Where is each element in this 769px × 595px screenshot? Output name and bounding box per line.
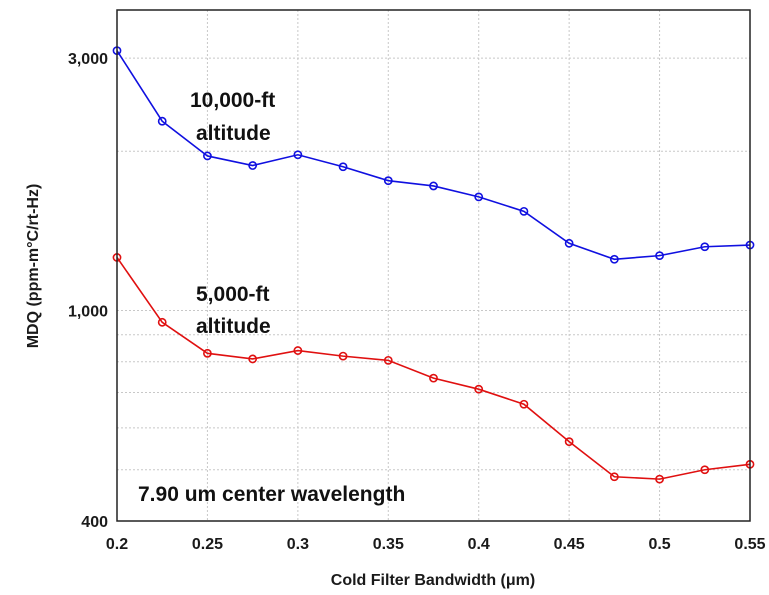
data-point: [429, 181, 438, 191]
x-tick-label: 0.55: [734, 536, 765, 553]
annotation-5000ft-line2: altitude: [196, 315, 271, 338]
data-point: [474, 384, 484, 394]
x-tick-label: 0.3: [287, 536, 309, 553]
data-point: [609, 472, 619, 482]
x-tick-label: 0.35: [373, 536, 404, 553]
data-point: [203, 348, 212, 358]
data-point: [700, 242, 710, 252]
data-point: [700, 465, 710, 475]
x-axis-label: Cold Filter Bandwidth (μm): [331, 572, 535, 589]
x-tick-label: 0.5: [648, 536, 670, 553]
y-axis-label: MDQ (ppm-m°C/rt-Hz): [25, 184, 42, 349]
data-point: [293, 150, 303, 160]
tick-labels: 0.2 0.25 0.3 0.35 0.4 0.45 0.5 0.55 400 1,000 3,00…: [68, 51, 766, 553]
data-point: [248, 161, 258, 170]
y-tick-label: 3,000: [68, 51, 108, 68]
x-tick-label: 0.2: [106, 536, 128, 553]
x-tick-label: 0.4: [468, 536, 490, 553]
grid-lines: [117, 10, 750, 521]
data-point: [157, 116, 167, 126]
data-point: [564, 238, 574, 248]
data-point: [383, 176, 393, 186]
data-point: [293, 346, 303, 355]
annotation-10000ft-line1: 10,000-ft: [190, 89, 275, 112]
data-point: [474, 192, 484, 202]
series-layer: [112, 46, 755, 484]
data-point: [338, 351, 348, 361]
series-line-0: [116, 50, 751, 261]
data-point: [564, 437, 574, 447]
annotation-10000ft-line2: altitude: [196, 122, 271, 145]
annotation-center-wavelength: 7.90 um center wavelength: [138, 483, 405, 506]
plot-frame: [116, 9, 751, 522]
data-point: [609, 254, 619, 264]
data-point: [519, 206, 529, 216]
y-tick-label: 1,000: [68, 304, 108, 321]
y-tick-label: 400: [81, 514, 108, 531]
data-point: [429, 373, 438, 383]
data-point: [248, 354, 258, 364]
x-tick-label: 0.25: [192, 536, 223, 553]
data-point: [157, 317, 167, 327]
series-line-1: [116, 256, 751, 480]
data-point: [655, 474, 664, 484]
data-point: [383, 355, 393, 365]
data-point: [655, 251, 664, 261]
x-tick-label: 0.45: [554, 536, 585, 553]
data-point: [203, 151, 212, 161]
data-point: [338, 162, 348, 172]
annotation-5000ft-line1: 5,000-ft: [196, 283, 270, 306]
data-point: [519, 399, 529, 409]
